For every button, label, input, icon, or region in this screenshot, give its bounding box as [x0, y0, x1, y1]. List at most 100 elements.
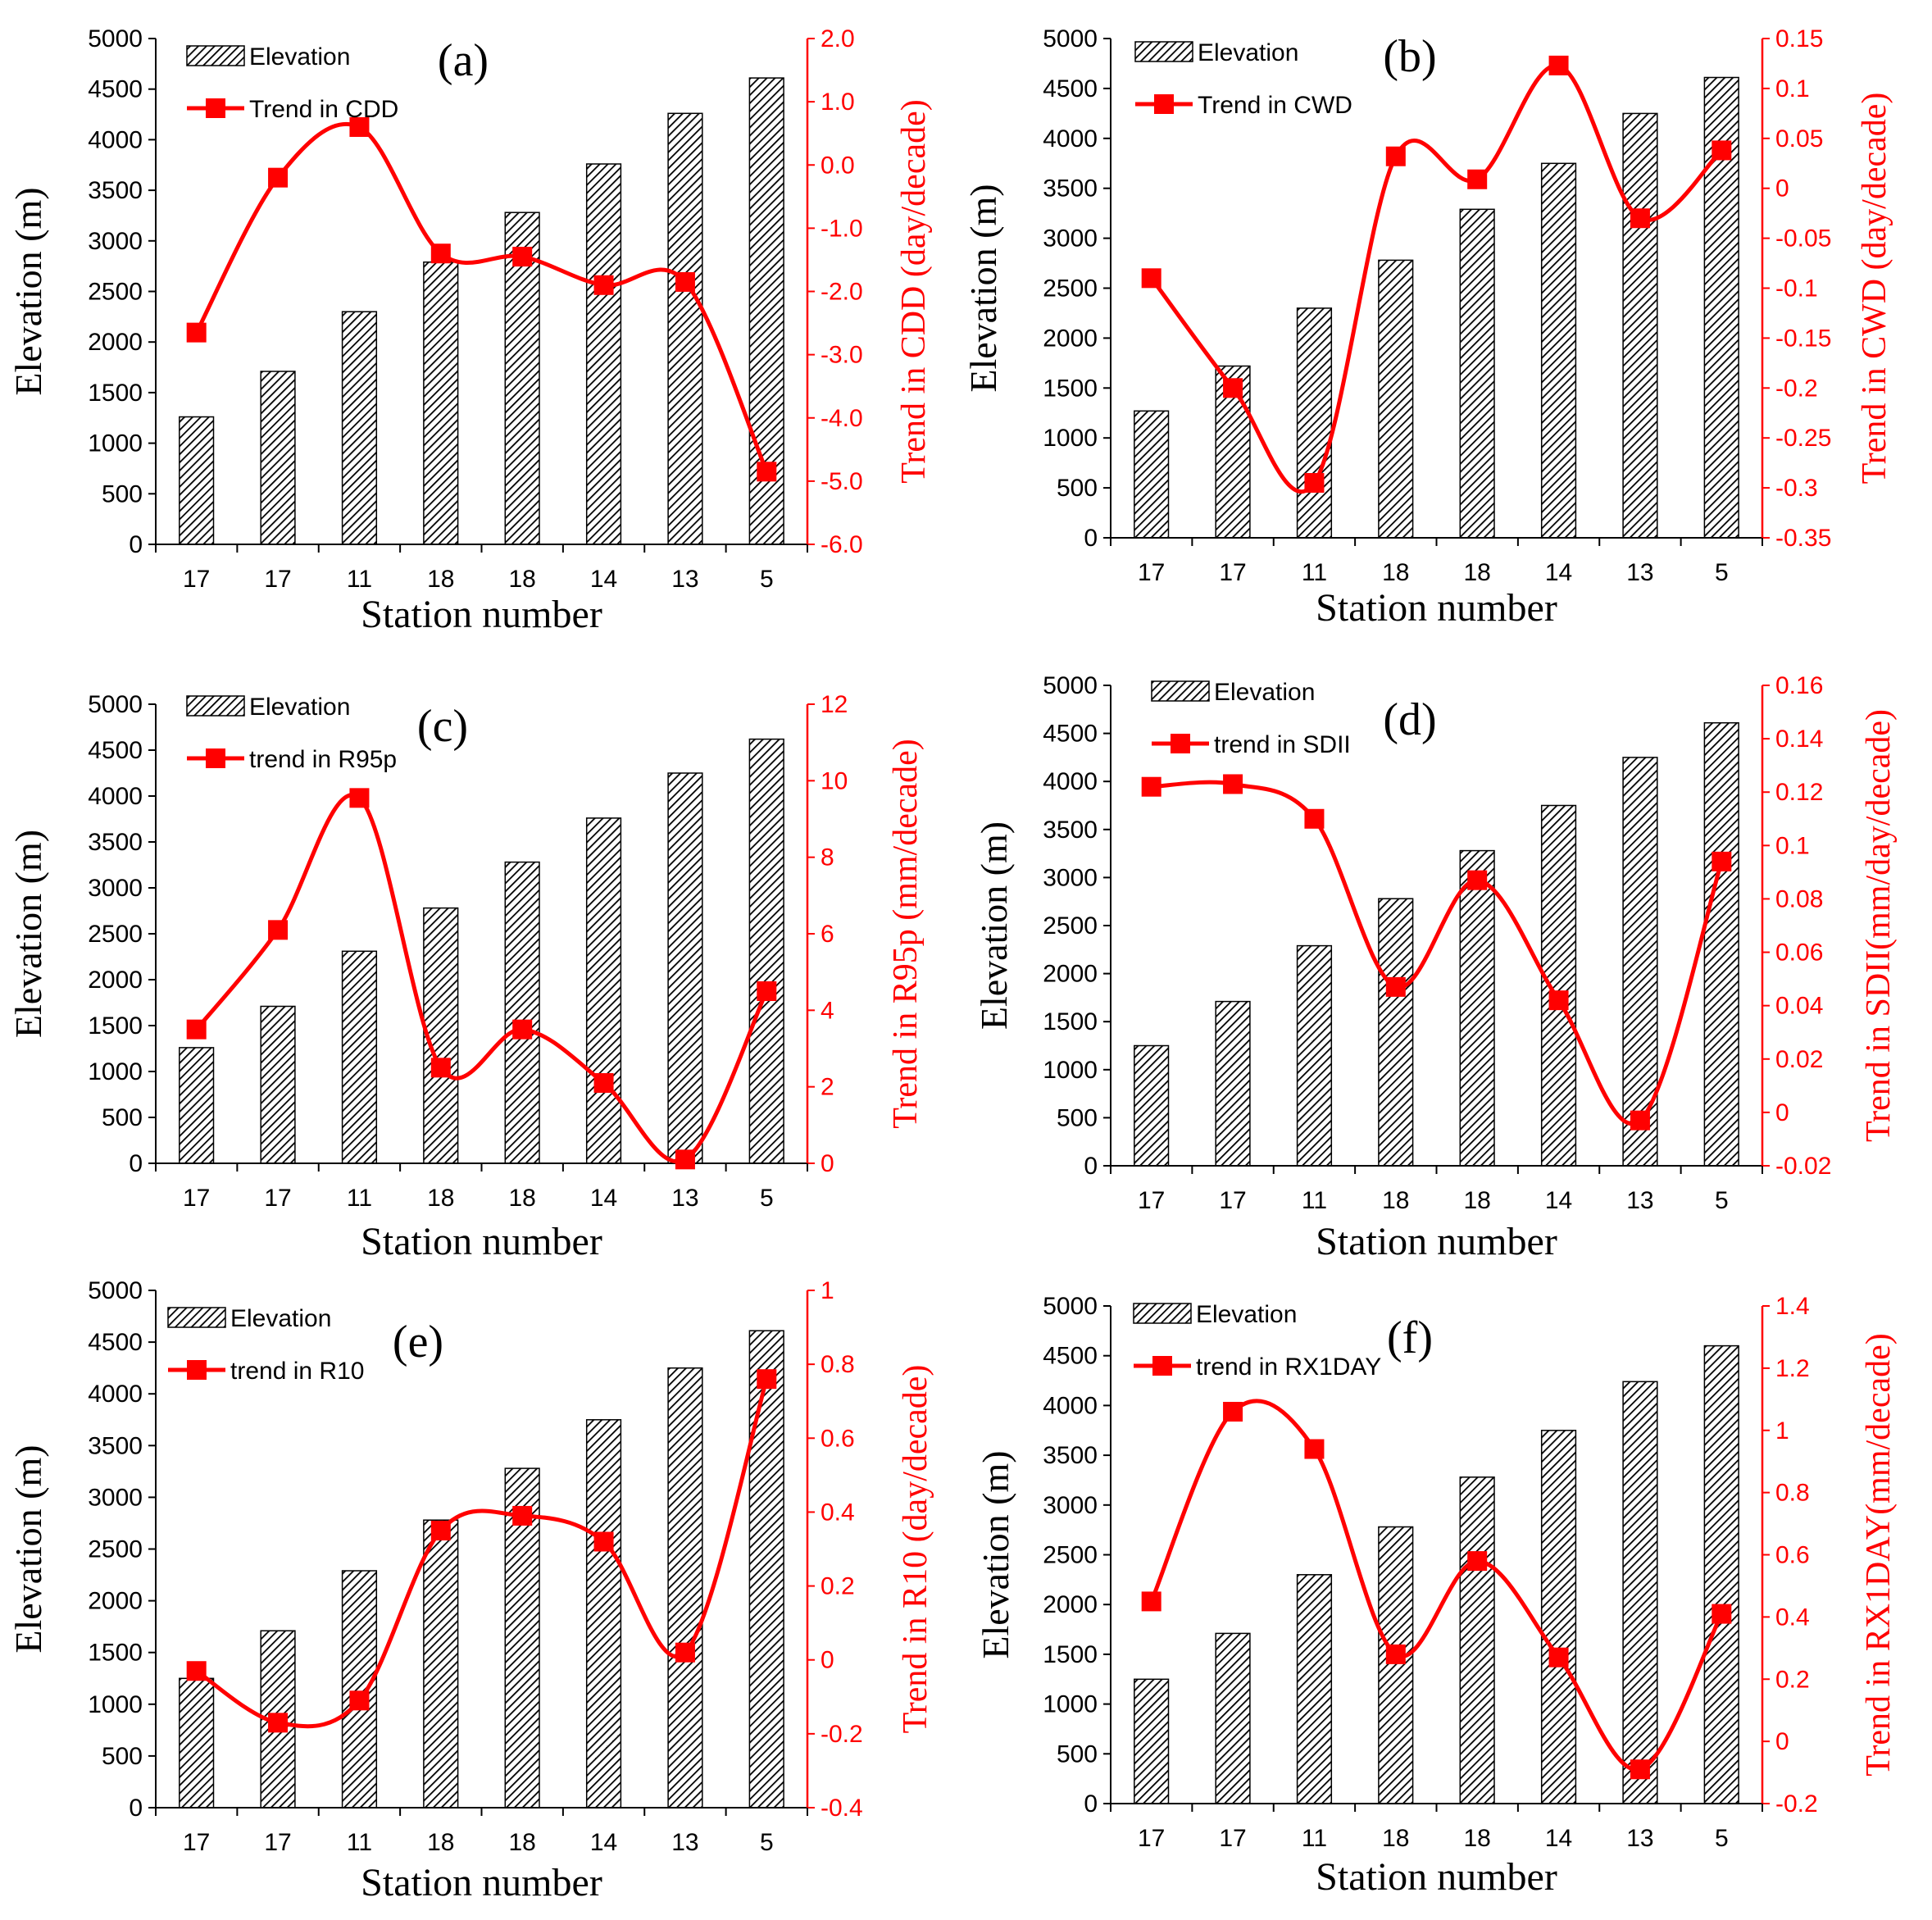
- legend-label-elevation: Elevation: [249, 43, 350, 71]
- trend-marker: [186, 322, 207, 343]
- elevation-bar: [1703, 1344, 1739, 1804]
- x-tick-label: 5: [1715, 1825, 1729, 1852]
- y-axis-title: Elevation (m): [975, 1450, 1016, 1658]
- y2-tick-label: 0.02: [1775, 1046, 1823, 1073]
- chart-panel-e: 0 500 1000 1500 2000 2500 3000 3500 4000 4500 5000…: [7, 1277, 934, 1904]
- x-axis-title: Station number: [1316, 586, 1557, 630]
- y-tick-label: 0: [129, 531, 143, 558]
- y2-axis-title: Trend in SDII(mm/day/decade): [1860, 709, 1898, 1142]
- y-tick-label: 1500: [88, 1640, 143, 1667]
- elevation-bar: [1296, 1574, 1333, 1804]
- trend-marker: [1467, 1551, 1488, 1572]
- trend-marker: [349, 1690, 370, 1711]
- trend-marker: [1304, 473, 1325, 494]
- x-tick-label: 18: [1382, 1825, 1409, 1852]
- trend-marker: [349, 788, 370, 808]
- y2-tick-label: -4.0: [821, 405, 863, 432]
- legend-swatch-elevation: [186, 695, 245, 717]
- y-tick-label: 3000: [1043, 864, 1098, 891]
- y-tick-label: 2500: [1043, 1542, 1098, 1569]
- y2-tick-label: 8: [821, 844, 834, 871]
- y-tick-label: 3000: [88, 875, 143, 902]
- y-tick-label: 2000: [1043, 325, 1098, 352]
- y2-tick-label: 1.4: [1775, 1293, 1810, 1320]
- x-tick-label: 18: [427, 566, 454, 593]
- elevation-bar: [1459, 208, 1495, 539]
- y2-tick-label: 0.05: [1775, 125, 1823, 152]
- trend-marker: [593, 275, 614, 295]
- y-tick-label: 2500: [88, 921, 143, 948]
- y2-tick-label: 0.1: [1775, 832, 1810, 859]
- panel-label: (b): [1383, 31, 1436, 82]
- x-tick-label: 18: [509, 566, 536, 593]
- panel-label: (e): [393, 1317, 443, 1367]
- y-tick-label: 4000: [1043, 1392, 1098, 1419]
- trend-marker: [512, 1019, 533, 1040]
- x-tick-label: 11: [347, 566, 372, 593]
- elevation-bar: [504, 861, 540, 1164]
- trend-marker: [675, 1149, 695, 1170]
- x-tick-label: 14: [590, 1829, 617, 1856]
- elevation-bar: [423, 261, 459, 545]
- trend-marker: [1548, 1647, 1569, 1667]
- x-tick-label: 18: [1382, 559, 1409, 586]
- y2-axis-title: Trend in CWD (day/decade): [1856, 93, 1893, 485]
- y-tick-label: 3500: [1043, 817, 1098, 844]
- x-axis-title: Station number: [1316, 1855, 1557, 1899]
- y-tick-label: 2500: [88, 1536, 143, 1563]
- trend-marker: [1630, 1110, 1650, 1131]
- x-tick-label: 17: [264, 566, 291, 593]
- elevation-bar: [1215, 1632, 1251, 1804]
- y-tick-label: 5000: [88, 1277, 143, 1304]
- trend-marker: [186, 1661, 207, 1681]
- elevation-bar: [748, 1330, 784, 1809]
- x-axis-title: Station number: [361, 1861, 602, 1904]
- trend-marker: [268, 920, 289, 940]
- y2-tick-label: 0.4: [1775, 1604, 1810, 1631]
- y-tick-label: 4500: [88, 1329, 143, 1356]
- y-tick-label: 2000: [88, 967, 143, 994]
- y-tick-label: 1000: [1043, 1057, 1098, 1084]
- y2-tick-label: 0.15: [1775, 25, 1823, 52]
- elevation-bar: [748, 738, 784, 1164]
- legend-label-elevation: Elevation: [230, 1305, 331, 1332]
- y2-tick-label: 0: [1775, 175, 1789, 202]
- x-tick-label: 18: [509, 1185, 536, 1212]
- y-tick-label: 4500: [88, 76, 143, 103]
- y2-tick-label: 0.8: [821, 1351, 855, 1378]
- y-tick-label: 3500: [1043, 1442, 1098, 1469]
- elevation-bar: [1540, 1430, 1577, 1804]
- y-tick-label: 1000: [88, 1058, 143, 1085]
- y-tick-label: 4000: [88, 1381, 143, 1408]
- elevation-bar: [1134, 1678, 1170, 1804]
- y2-tick-label: 2: [821, 1074, 834, 1101]
- y2-tick-label: -1.0: [821, 215, 863, 242]
- chart-panel-c: 0 500 1000 1500 2000 2500 3000 3500 4000 4500 5000…: [7, 691, 925, 1263]
- elevation-bar: [1296, 944, 1333, 1167]
- legend-label-elevation: Elevation: [1196, 1301, 1297, 1328]
- trend-marker: [512, 247, 533, 267]
- y2-tick-label: 0.2: [1775, 1666, 1810, 1693]
- trend-marker: [675, 271, 695, 292]
- elevation-bar: [585, 817, 622, 1164]
- trend-marker: [1548, 55, 1569, 75]
- y-axis-title: Elevation (m): [7, 187, 49, 395]
- trend-marker: [1223, 378, 1243, 398]
- elevation-bar: [585, 163, 622, 545]
- y2-axis-title: Trend in R95p (mm/decade): [887, 739, 925, 1129]
- x-tick-label: 5: [1715, 1187, 1729, 1214]
- x-tick-label: 18: [1464, 1825, 1491, 1852]
- y-tick-label: 3000: [1043, 225, 1098, 253]
- trend-marker: [757, 462, 777, 482]
- elevation-bar: [667, 112, 703, 545]
- trend-marker: [186, 1019, 207, 1040]
- x-tick-label: 14: [1545, 1825, 1572, 1852]
- trend-marker: [268, 167, 289, 188]
- trend-marker: [1712, 140, 1732, 161]
- y2-tick-label: -0.2: [821, 1721, 863, 1748]
- legend-label-trend: trend in R95p: [249, 746, 397, 773]
- legend-swatch-elevation: [1133, 1303, 1192, 1324]
- x-tick-label: 17: [1138, 1187, 1165, 1214]
- trend-marker: [1630, 208, 1650, 229]
- x-tick-label: 18: [509, 1829, 536, 1856]
